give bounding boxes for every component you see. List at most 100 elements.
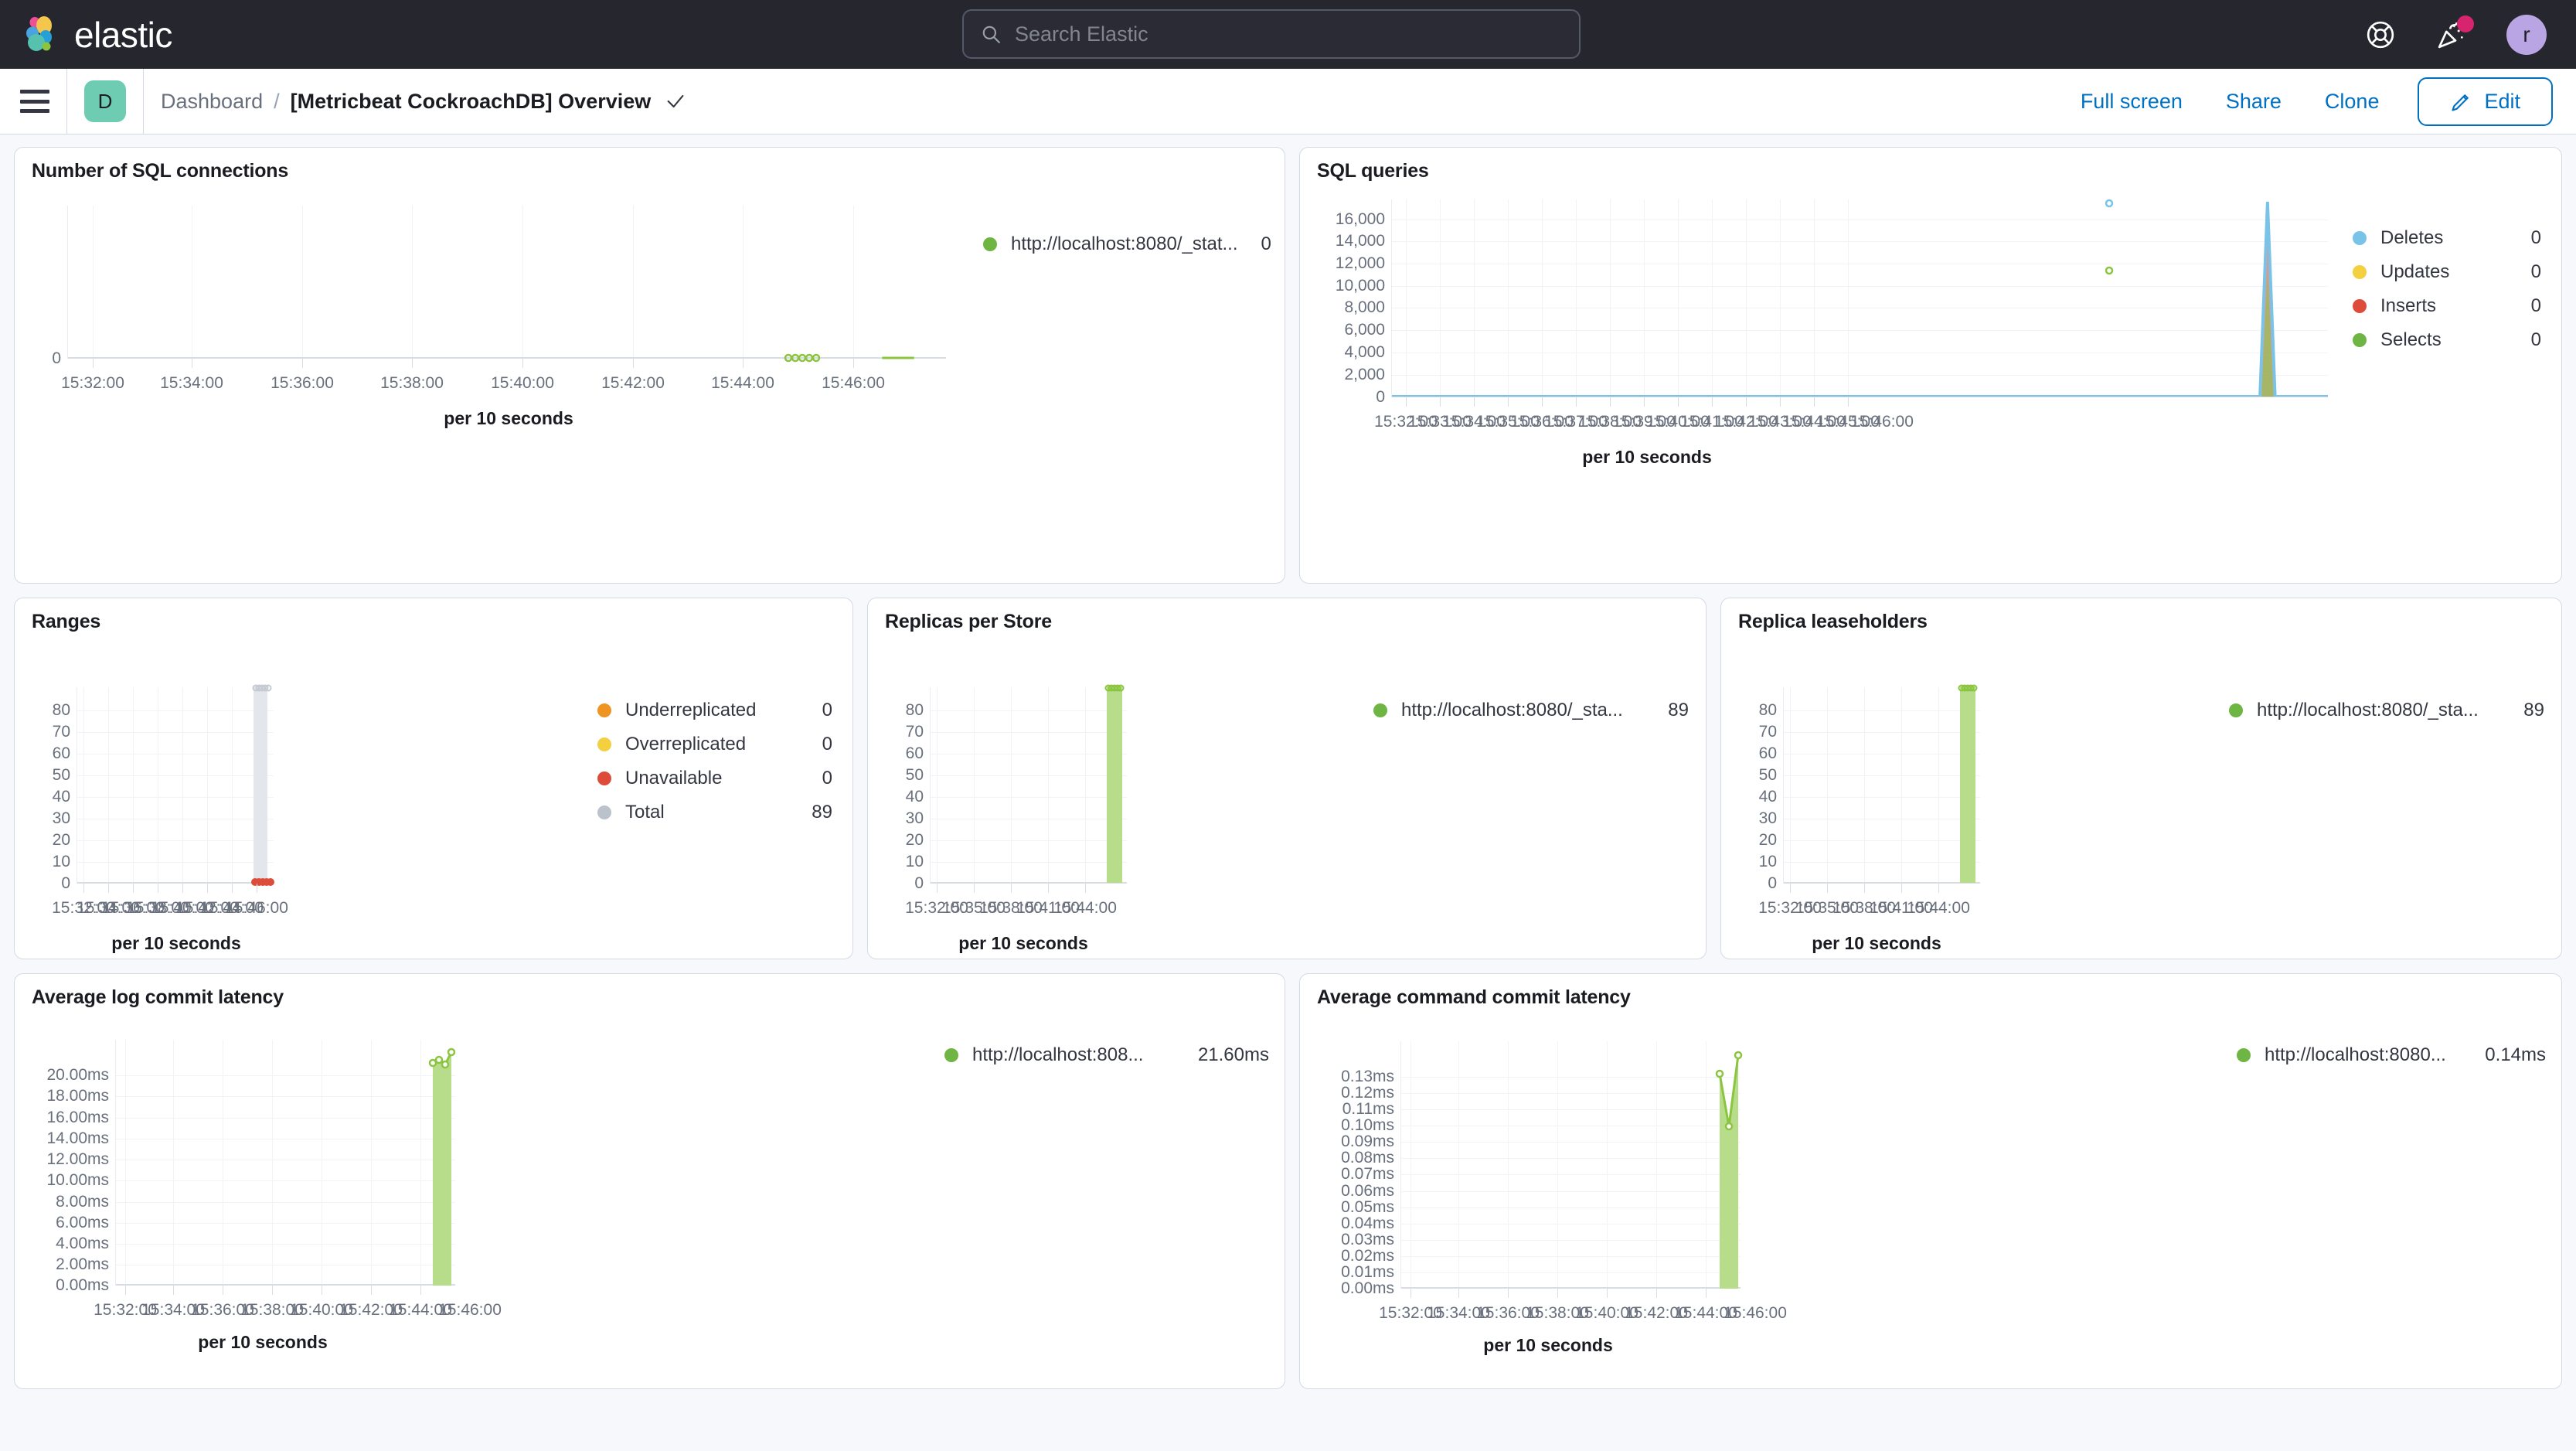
lifebuoy-icon[interactable] [2364,19,2397,51]
y-tick: 70 [52,723,70,741]
chart-sql-queries[interactable]: 16,000 14,000 12,000 10,000 8,000 6,000 … [1300,182,2353,583]
legend-value: 0 [822,768,832,789]
plot-area: 15:32:00 15:34:00 15:36:00 15:38:00 15:4… [94,1040,502,1352]
legend-item[interactable]: http://localhost:8080... 0.14ms [2237,1038,2546,1072]
search-box[interactable]: Search Elastic [962,9,1581,59]
x-tick: 15:36:00 [1510,413,1574,431]
edit-button[interactable]: Edit [2418,77,2553,126]
x-tick: 15:44:00 [389,1301,452,1319]
panel-avg-log-commit-latency[interactable]: Average log commit latency 20.00ms 18.00… [14,973,1285,1389]
chart-replicas-per-store[interactable]: 80 70 60 50 40 30 20 10 0 [868,633,1373,959]
plot-area: 15:32:00 15:34:00 15:36:00 15:38:00 15:4… [52,684,288,953]
legend-item[interactable]: Underreplicated 0 [597,693,832,727]
legend-item[interactable]: Deletes 0 [2353,221,2541,255]
chart-sql-connections[interactable]: 0 [15,182,983,583]
hamburger-menu-icon[interactable] [20,90,49,113]
confetti-icon[interactable] [2435,15,2474,51]
panel-sql-queries[interactable]: SQL queries 16,000 14,000 12,000 10,000 … [1299,147,2562,584]
y-tick: 0.08ms [1341,1149,1394,1167]
y-tick: 0.03ms [1341,1231,1394,1248]
y-tick: 0.13ms [1341,1068,1394,1085]
legend-item[interactable]: http://localhost:8080/_sta... 89 [2229,693,2544,727]
legend-color-swatch [597,806,611,819]
legend-label: Underreplicated [625,700,757,720]
elastic-brand[interactable]: elastic [23,14,172,56]
x-tick: 15:32:00 [905,899,968,917]
x-tick: 15:44:00 [1907,899,1970,917]
breadcrumb-dashboard[interactable]: Dashboard [161,89,264,113]
search-input-placeholder[interactable]: Search Elastic [1015,22,1148,46]
search-icon [981,24,1001,44]
y-tick: 10,000 [1335,277,1385,295]
clone-button[interactable]: Clone [2303,90,2401,114]
y-tick: 0.12ms [1341,1084,1394,1102]
x-axis-title: per 10 seconds [198,1332,328,1352]
x-tick: 15:32:00 [94,1301,157,1319]
x-axis-title: per 10 seconds [444,408,573,428]
legend-item[interactable]: http://localhost:808... 21.60ms [944,1038,1269,1072]
x-tick: 15:44:00 [200,899,264,917]
panel-ranges[interactable]: Ranges 80 70 60 50 40 30 20 10 0 [14,598,853,959]
panel-replica-leaseholders[interactable]: Replica leaseholders 80 70 60 50 40 30 2… [1720,598,2562,959]
x-tick: 15:46:00 [1724,1304,1787,1322]
legend-label: http://localhost:8080/_stat... [1011,233,1238,254]
series-markers [2105,199,2114,275]
x-tick: 15:38:00 [380,374,444,392]
panel-replicas-per-store[interactable]: Replicas per Store 80 70 60 50 40 30 20 … [867,598,1707,959]
legend-item[interactable]: http://localhost:8080/_sta... 89 [1373,693,1689,727]
x-tick: 15:42:00 [1625,1304,1688,1322]
legend-item[interactable]: Unavailable 0 [597,761,832,795]
edit-button-label: Edit [2484,90,2520,113]
legend-color-swatch [2353,265,2367,279]
legend-item[interactable]: http://localhost:8080/_stat... 0 [983,227,1271,261]
chart-replica-leaseholders[interactable]: 80 70 60 50 40 30 20 10 0 [1721,633,2229,959]
share-button[interactable]: Share [2204,90,2303,114]
space-avatar[interactable]: D [84,80,126,122]
x-tick: 15:33:00 [1408,413,1472,431]
panel-title: Ranges [32,611,101,632]
legend-item[interactable]: Selects 0 [2353,323,2541,357]
legend-value: 0 [2530,227,2541,248]
legend-item[interactable]: Total 89 [597,795,832,829]
x-axis-title: per 10 seconds [111,933,241,953]
panel-sql-connections[interactable]: Number of SQL connections 0 [14,147,1285,584]
chart-avg-command-commit-latency[interactable]: 0.13ms 0.12ms 0.11ms 0.10ms 0.09ms 0.08m… [1300,1009,2237,1388]
y-tick: 20 [52,831,70,849]
global-search[interactable]: Search Elastic [962,9,1581,59]
chart-avg-log-commit-latency[interactable]: 20.00ms 18.00ms 16.00ms 14.00ms 12.00ms … [15,1009,944,1388]
x-tick: 15:38:00 [979,899,1043,917]
legend-item[interactable]: Overreplicated 0 [597,727,832,761]
y-tick: 30 [905,809,924,827]
x-tick: 15:46:00 [822,374,885,392]
top-navigation-bar: elastic Search Elastic [0,0,2576,69]
x-tick: 15:42:00 [601,374,665,392]
chart-ranges[interactable]: 80 70 60 50 40 30 20 10 0 [15,633,597,959]
legend-value: 89 [2523,700,2544,720]
x-tick: 15:40:00 [1646,413,1710,431]
panel-title: Number of SQL connections [32,160,289,182]
y-tick: 0.01ms [1341,1263,1394,1281]
y-tick: 2.00ms [56,1255,109,1273]
x-tick: 15:32:00 [52,899,115,917]
panel-avg-command-commit-latency[interactable]: Average command commit latency 0.13ms 0.… [1299,973,2562,1389]
legend-value: 0 [2530,329,2541,350]
legend-label: Deletes [2380,227,2444,248]
x-tick: 15:37:00 [1544,413,1608,431]
series-markers [784,353,821,363]
y-tick: 16.00ms [46,1109,109,1126]
plot-area: 15:32:00 15:34:00 15:36:00 15:38:00 15:4… [61,206,946,428]
legend-item[interactable]: Inserts 0 [2353,289,2541,323]
y-tick: 0.05ms [1341,1198,1394,1216]
legend-item[interactable]: Updates 0 [2353,255,2541,289]
legend-color-swatch [2353,299,2367,313]
legend-label: http://localhost:808... [972,1044,1144,1065]
series-line [882,356,914,359]
legend-value: 0 [822,734,832,754]
x-tick: 15:46:00 [438,1301,502,1319]
full-screen-button[interactable]: Full screen [2059,90,2204,114]
avatar[interactable]: r [2506,14,2547,55]
series-area [428,1047,456,1286]
legend-color-swatch [597,771,611,785]
legend-replicas-per-store: http://localhost:8080/_sta... 89 [1373,633,1706,959]
x-tick: 15:36:00 [101,899,165,917]
